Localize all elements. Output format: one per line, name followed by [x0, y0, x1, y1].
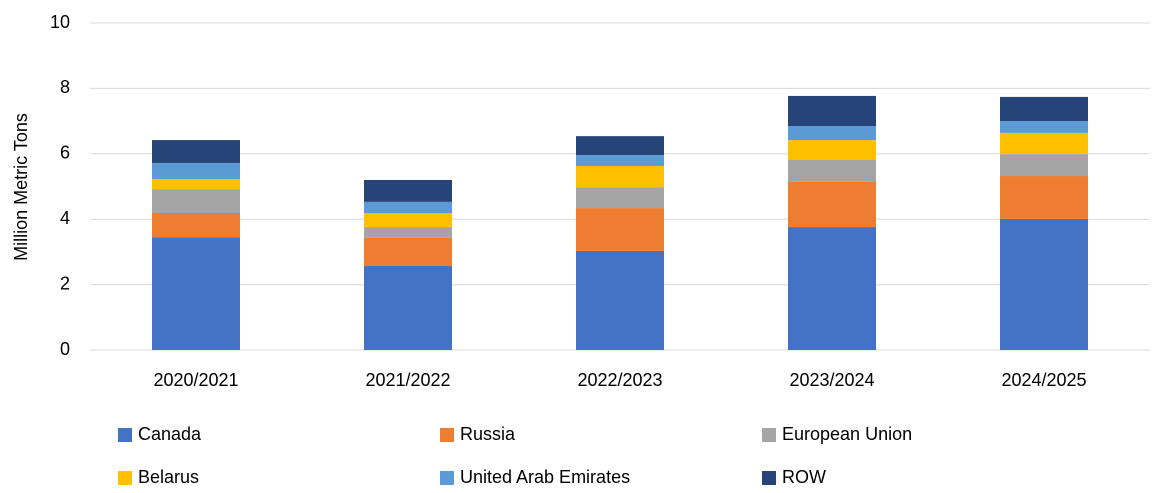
bar-segment	[1000, 218, 1088, 350]
bar-segment	[152, 140, 240, 163]
y-tick-label: 4	[60, 208, 70, 228]
bar-segment	[152, 237, 240, 350]
bar-segment	[364, 212, 452, 228]
bar-segment	[152, 178, 240, 190]
bar-segment	[788, 227, 876, 350]
legend-swatch	[118, 428, 132, 442]
x-tick-label: 2022/2023	[577, 370, 662, 390]
y-tick-label: 6	[60, 143, 70, 163]
y-tick-label: 10	[50, 12, 70, 32]
bar-segment	[364, 227, 452, 238]
bar-segment	[576, 250, 664, 350]
bar-segment	[576, 136, 664, 156]
y-tick-label: 2	[60, 273, 70, 293]
bar-segment	[152, 212, 240, 238]
legend-swatch	[118, 471, 132, 485]
legend-label: Canada	[138, 424, 202, 444]
bar-segment	[576, 208, 664, 251]
bar-segment	[788, 160, 876, 182]
bar-segment	[1000, 132, 1088, 155]
x-tick-label: 2020/2021	[153, 370, 238, 390]
bar-segment	[1000, 176, 1088, 219]
x-tick-label: 2023/2024	[789, 370, 874, 390]
legend-label: Belarus	[138, 467, 199, 487]
bar-segment	[152, 189, 240, 213]
bar-segment	[364, 201, 452, 213]
x-tick-label: 2024/2025	[1001, 370, 1086, 390]
y-axis-label: Million Metric Tons	[11, 113, 31, 261]
legend-swatch	[440, 471, 454, 485]
legend-label: ROW	[782, 467, 826, 487]
bar-segment	[1000, 96, 1088, 122]
bar-segment	[576, 165, 664, 188]
bar-segment	[1000, 121, 1088, 133]
y-tick-label: 8	[60, 77, 70, 97]
legend-swatch	[440, 428, 454, 442]
bar-segment	[152, 162, 240, 179]
bar-segment	[576, 187, 664, 209]
x-tick-label: 2021/2022	[365, 370, 450, 390]
legend-label: Russia	[460, 424, 516, 444]
bar-segment	[576, 155, 664, 166]
bar-segment	[1000, 154, 1088, 177]
bar-segment	[364, 179, 452, 202]
bar-segment	[364, 237, 452, 266]
bar-segment	[788, 140, 876, 161]
bar-segment	[364, 265, 452, 350]
legend-swatch	[762, 471, 776, 485]
legend-swatch	[762, 428, 776, 442]
legend-label: United Arab Emirates	[460, 467, 630, 487]
legend-label: European Union	[782, 424, 912, 444]
bar-segment	[788, 126, 876, 141]
bar-segment	[788, 95, 876, 127]
y-tick-label: 0	[60, 339, 70, 359]
bar-segment	[788, 181, 876, 228]
